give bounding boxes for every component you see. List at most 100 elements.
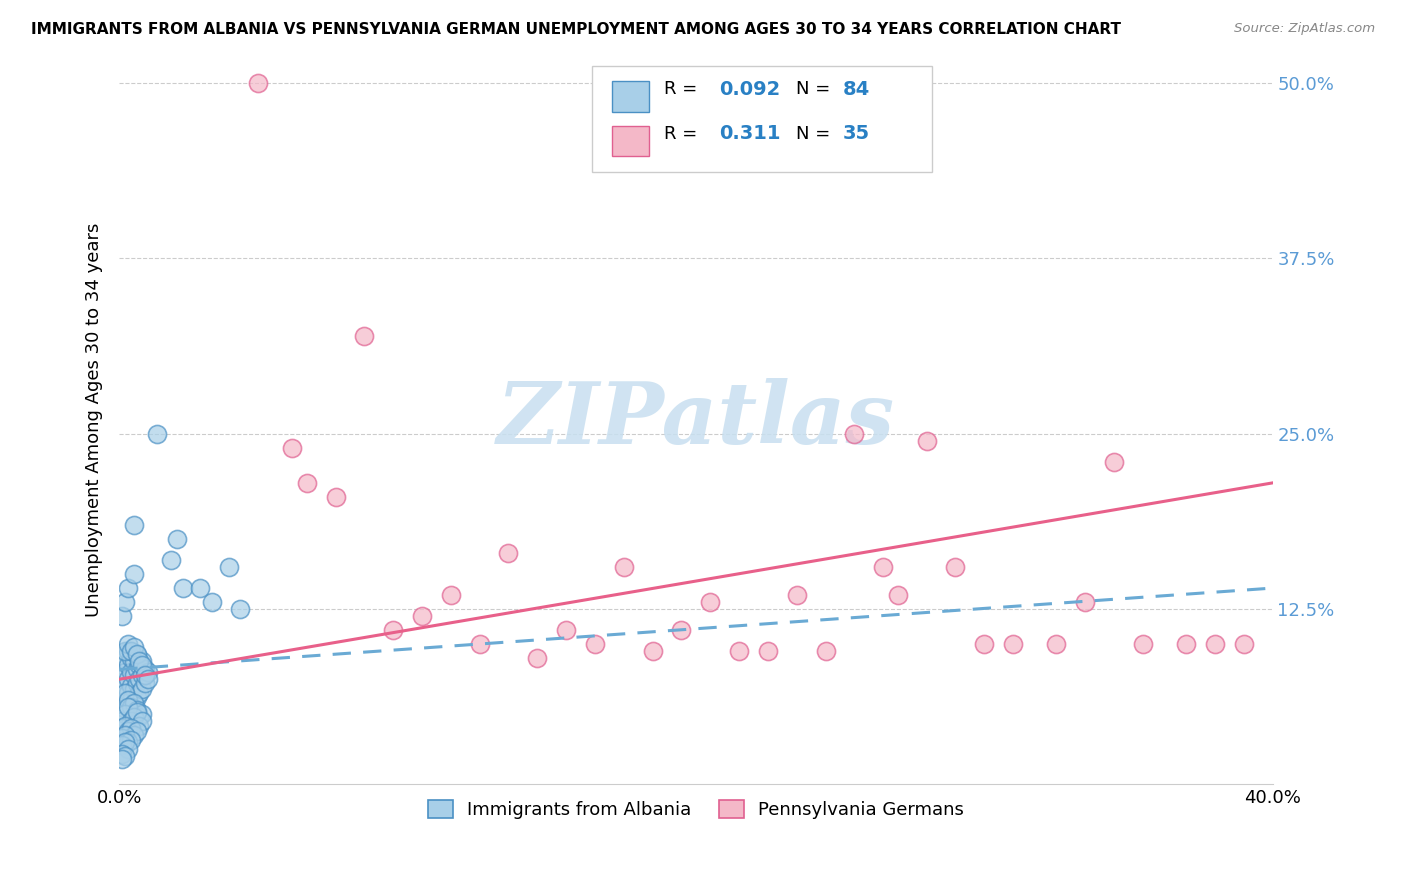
Point <box>498 546 520 560</box>
Point <box>111 700 134 714</box>
FancyBboxPatch shape <box>612 81 648 112</box>
Point <box>114 686 136 700</box>
Point <box>555 623 578 637</box>
Point <box>125 705 148 719</box>
Text: N =: N = <box>796 80 831 98</box>
Point <box>136 672 159 686</box>
Point <box>125 676 148 690</box>
Text: N =: N = <box>796 125 831 143</box>
Point <box>117 686 139 700</box>
Point <box>128 654 150 668</box>
Point <box>125 703 148 717</box>
Point <box>111 672 134 686</box>
Point <box>122 668 145 682</box>
Point <box>281 441 304 455</box>
Point <box>886 588 908 602</box>
Point <box>1102 455 1125 469</box>
Point <box>111 752 134 766</box>
Point <box>526 651 548 665</box>
Point <box>120 693 142 707</box>
Point <box>125 648 148 663</box>
FancyBboxPatch shape <box>612 126 648 156</box>
Point <box>134 668 156 682</box>
Point <box>872 560 894 574</box>
Point <box>111 747 134 761</box>
Point <box>325 490 347 504</box>
Point <box>122 728 145 742</box>
FancyBboxPatch shape <box>592 66 932 172</box>
Point <box>1074 595 1097 609</box>
Point <box>613 560 636 574</box>
Text: ZIPatlas: ZIPatlas <box>496 378 896 461</box>
Point <box>114 728 136 742</box>
Point <box>120 700 142 714</box>
Text: 35: 35 <box>842 124 869 144</box>
Point <box>145 426 167 441</box>
Y-axis label: Unemployment Among Ages 30 to 34 years: Unemployment Among Ages 30 to 34 years <box>86 223 103 617</box>
Point <box>120 665 142 680</box>
Point <box>728 644 751 658</box>
Point <box>125 724 148 739</box>
Point <box>122 681 145 696</box>
Text: IMMIGRANTS FROM ALBANIA VS PENNSYLVANIA GERMAN UNEMPLOYMENT AMONG AGES 30 TO 34 : IMMIGRANTS FROM ALBANIA VS PENNSYLVANIA … <box>31 22 1121 37</box>
Point <box>134 676 156 690</box>
Point <box>125 662 148 676</box>
Point <box>114 735 136 749</box>
Point <box>814 644 837 658</box>
Point <box>468 637 491 651</box>
Point <box>111 738 134 752</box>
Point <box>114 651 136 665</box>
Point <box>117 637 139 651</box>
Point <box>128 672 150 686</box>
Point <box>1233 637 1256 651</box>
Point <box>440 588 463 602</box>
Point <box>111 658 134 673</box>
Point <box>1175 637 1198 651</box>
Point <box>295 475 318 490</box>
Point <box>117 581 139 595</box>
Point <box>111 722 134 736</box>
Text: 84: 84 <box>842 80 870 99</box>
Point <box>1204 637 1226 651</box>
Point <box>114 749 136 764</box>
Point <box>111 609 134 624</box>
Point <box>122 710 145 724</box>
Point <box>131 658 153 673</box>
Point <box>122 640 145 654</box>
Point <box>583 637 606 651</box>
Point <box>125 647 148 661</box>
Point <box>756 644 779 658</box>
Point <box>131 714 153 729</box>
Point <box>128 710 150 724</box>
Legend: Immigrants from Albania, Pennsylvania Germans: Immigrants from Albania, Pennsylvania Ge… <box>420 793 972 827</box>
Point <box>200 595 222 609</box>
Point <box>117 735 139 749</box>
Point <box>128 718 150 732</box>
Point <box>166 532 188 546</box>
Point <box>117 644 139 658</box>
Point <box>229 602 252 616</box>
Text: 0.311: 0.311 <box>718 124 780 144</box>
Point <box>120 651 142 665</box>
Point <box>1132 637 1154 651</box>
Point <box>125 690 148 705</box>
Text: 0.092: 0.092 <box>718 80 780 99</box>
Point <box>114 644 136 658</box>
Point <box>120 714 142 729</box>
Point <box>246 76 269 90</box>
Point <box>120 644 142 658</box>
Point <box>120 679 142 693</box>
Point <box>120 722 142 736</box>
Point <box>122 696 145 710</box>
Point <box>699 595 721 609</box>
Point <box>111 714 134 729</box>
Point <box>945 560 967 574</box>
Point <box>122 654 145 668</box>
Point <box>411 609 433 624</box>
Point <box>353 328 375 343</box>
Point <box>915 434 938 448</box>
Point <box>114 707 136 722</box>
Point <box>120 732 142 747</box>
Point <box>973 637 995 651</box>
Point <box>1045 637 1067 651</box>
